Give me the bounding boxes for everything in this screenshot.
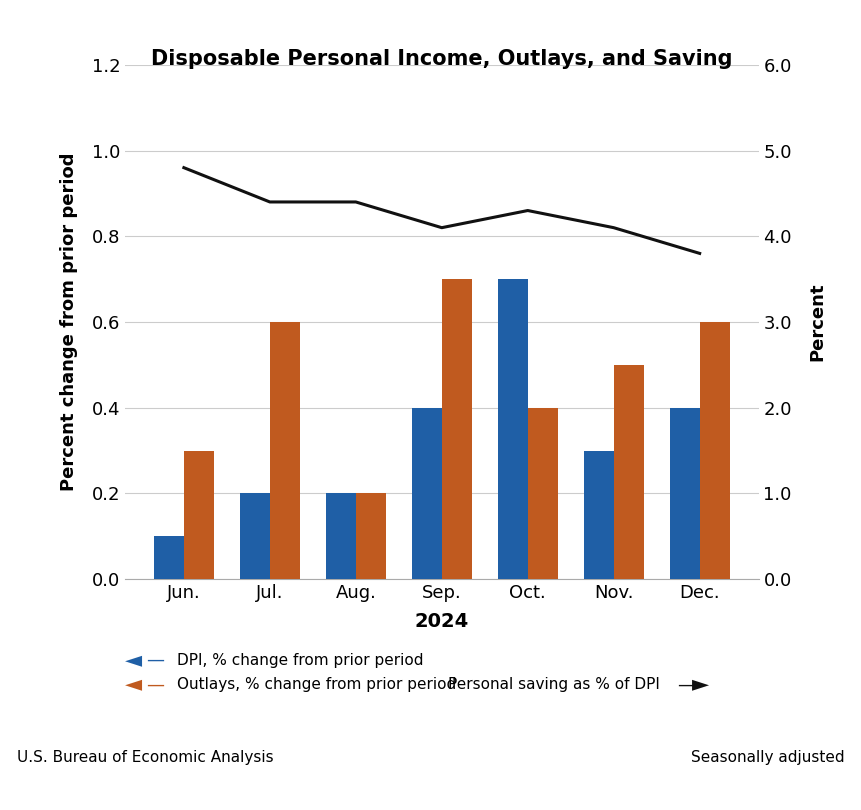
Text: Personal saving as % of DPI: Personal saving as % of DPI — [448, 677, 660, 692]
Text: —: — — [146, 676, 164, 693]
Text: Outlays, % change from prior period: Outlays, % change from prior period — [177, 677, 455, 692]
Text: U.S. Bureau of Economic Analysis: U.S. Bureau of Economic Analysis — [17, 750, 274, 765]
Text: ◄: ◄ — [125, 650, 142, 670]
Y-axis label: Percent: Percent — [808, 283, 826, 361]
Text: —: — — [146, 651, 164, 669]
Text: Seasonally adjusted: Seasonally adjusted — [691, 750, 844, 765]
Bar — [699, 322, 729, 579]
Bar — [497, 279, 527, 579]
Bar — [269, 322, 300, 579]
Bar — [669, 407, 699, 579]
Bar — [325, 493, 356, 579]
Text: ◄: ◄ — [125, 675, 142, 694]
Text: 2024: 2024 — [414, 612, 468, 630]
Bar — [442, 279, 471, 579]
Bar — [527, 407, 557, 579]
Bar — [153, 536, 183, 579]
Title: Disposable Personal Income, Outlays, and Saving: Disposable Personal Income, Outlays, and… — [151, 49, 732, 69]
Bar — [183, 450, 214, 579]
Bar — [412, 407, 442, 579]
Text: ►: ► — [691, 675, 709, 694]
Y-axis label: Percent change from prior period: Percent change from prior period — [59, 153, 77, 491]
Bar — [613, 364, 643, 579]
Bar — [356, 493, 386, 579]
Bar — [583, 450, 613, 579]
Text: DPI, % change from prior period: DPI, % change from prior period — [177, 653, 423, 667]
Text: —: — — [676, 676, 694, 693]
Bar — [239, 493, 269, 579]
